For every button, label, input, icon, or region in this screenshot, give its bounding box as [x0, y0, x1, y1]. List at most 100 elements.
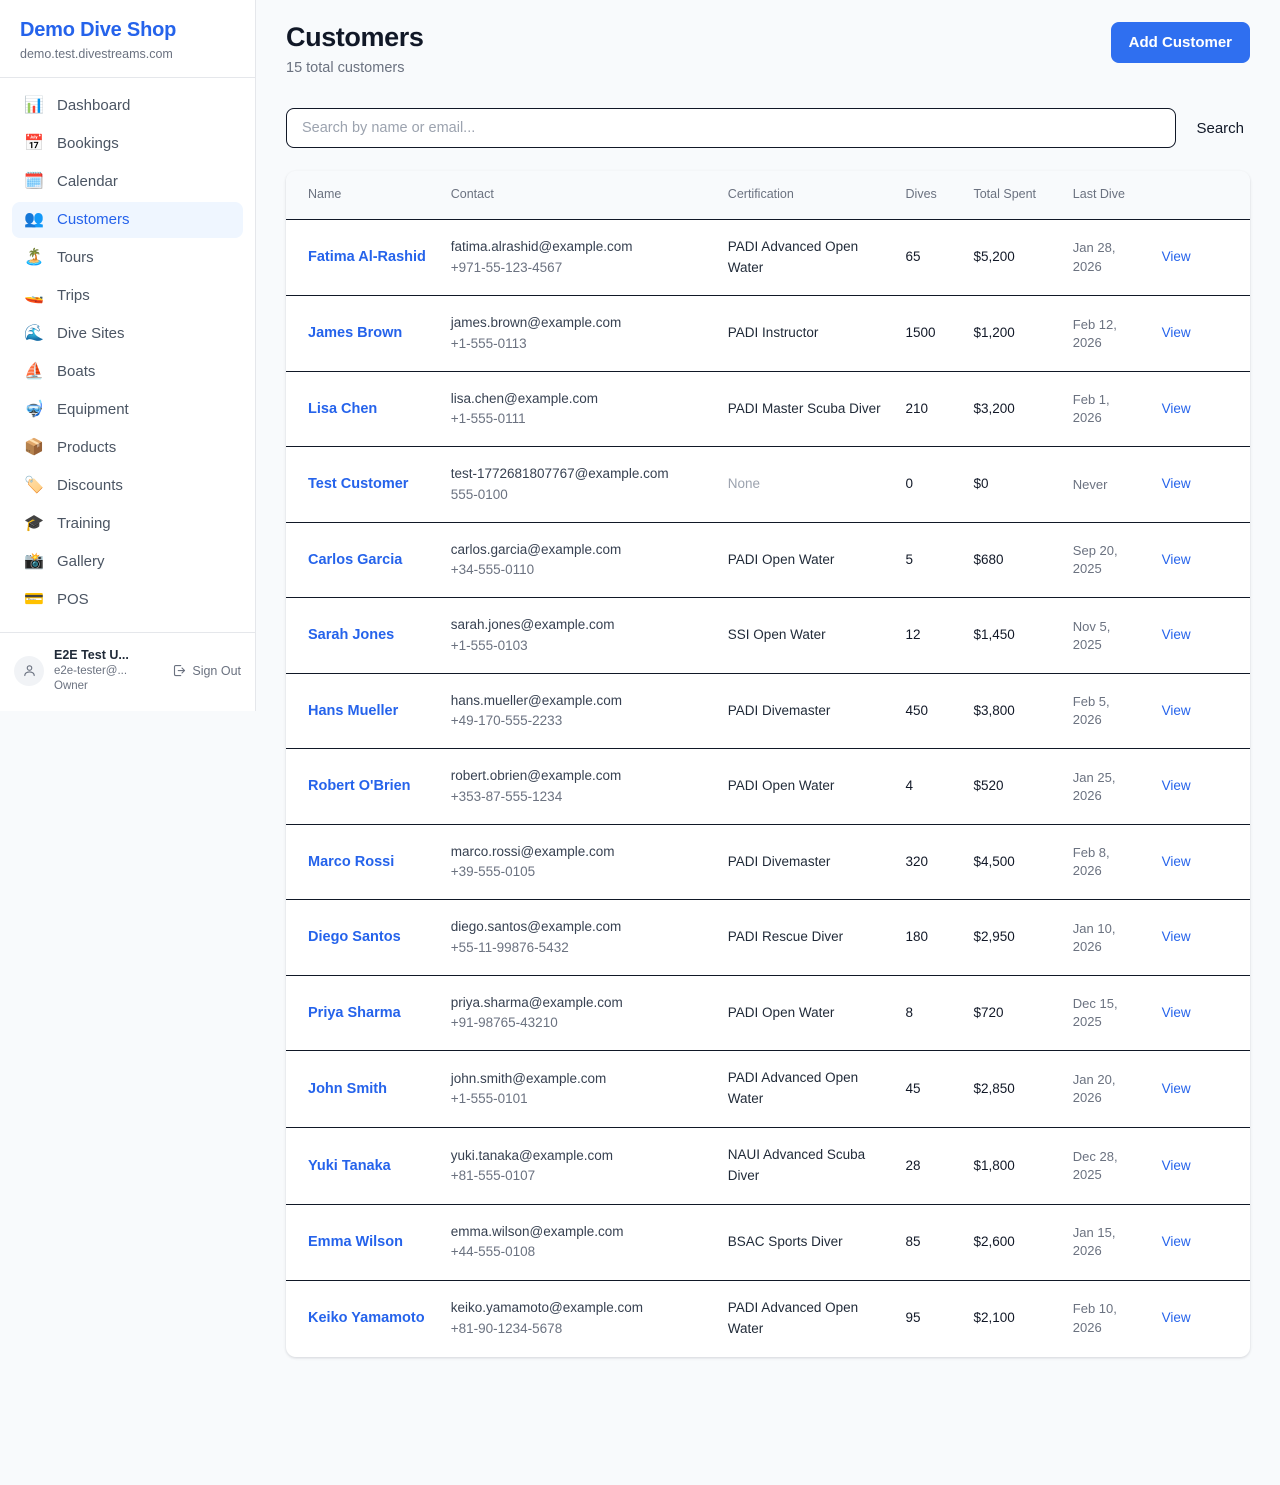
cell-dives: 1500 — [895, 295, 964, 372]
view-link[interactable]: View — [1161, 1157, 1191, 1173]
certification-value: PADI Advanced Open Water — [727, 238, 859, 275]
sidebar-item-pos[interactable]: 💳 POS — [12, 582, 243, 618]
column-header-total-spent: Total Spent — [963, 171, 1063, 220]
sidebar-item-customers[interactable]: 👥 Customers — [12, 202, 243, 238]
table-row: Priya Sharma priya.sharma@example.com +91-… — [286, 975, 1250, 1052]
customer-phone: +353-87-555-1234 — [450, 788, 563, 804]
sign-out-icon — [174, 665, 186, 677]
avatar — [14, 655, 44, 686]
customer-email: james.brown@example.com — [450, 315, 622, 331]
customer-name-link[interactable]: Lisa Chen — [308, 400, 378, 417]
credit-card-icon: 💳 — [24, 591, 44, 608]
table-row: Keiko Yamamoto keiko.yamamoto@example.com… — [286, 1280, 1250, 1356]
cell-total-spent: $3,800 — [963, 673, 1063, 750]
sidebar-item-gallery[interactable]: 📸 Gallery — [12, 544, 243, 580]
table-row: Hans Mueller hans.mueller@example.com +49-… — [286, 673, 1250, 750]
cell-actions: View — [1151, 371, 1250, 448]
customer-name-link[interactable]: Diego Santos — [308, 929, 401, 946]
graduation-cap-icon: 🎓 — [24, 515, 44, 532]
customer-phone: +81-90-1234-5678 — [450, 1320, 563, 1336]
island-icon: 🏝️ — [24, 249, 44, 266]
add-customer-button[interactable]: Add Customer — [1110, 22, 1250, 63]
sidebar-item-trips[interactable]: 🚤 Trips — [12, 278, 243, 314]
sidebar-item-label: Products — [57, 439, 117, 456]
view-link[interactable]: View — [1161, 1310, 1191, 1326]
cell-total-spent: $2,950 — [963, 899, 1063, 976]
cell-total-spent: $1,800 — [963, 1127, 1063, 1206]
customer-phone: +34-555-0110 — [450, 562, 535, 578]
sidebar-item-discounts[interactable]: 🏷️ Discounts — [12, 468, 243, 504]
customer-name-link[interactable]: James Brown — [308, 325, 403, 342]
view-link[interactable]: View — [1161, 627, 1191, 643]
customer-name-link[interactable]: Sarah Jones — [308, 627, 395, 644]
cell-contact: diego.santos@example.com +55-11-99876-543… — [440, 899, 718, 976]
view-link[interactable]: View — [1161, 1233, 1191, 1249]
customer-name-link[interactable]: Yuki Tanaka — [308, 1158, 391, 1174]
customer-name-link[interactable]: Emma Wilson — [308, 1234, 403, 1251]
sidebar-item-label: Training — [57, 515, 111, 532]
customer-name-link[interactable]: Keiko Yamamoto — [308, 1310, 425, 1327]
customer-email: marco.rossi@example.com — [450, 843, 615, 859]
sidebar-item-training[interactable]: 🎓 Training — [12, 506, 243, 542]
sidebar-item-boats[interactable]: ⛵ Boats — [12, 354, 243, 390]
sidebar-item-label: Dive Sites — [57, 325, 125, 342]
view-link[interactable]: View — [1161, 778, 1191, 794]
sidebar-item-dive-sites[interactable]: 🌊 Dive Sites — [12, 316, 243, 352]
customer-name-link[interactable]: Fatima Al-Rashid — [308, 249, 426, 266]
customer-name-link[interactable]: John Smith — [308, 1081, 387, 1098]
customer-email: yuki.tanaka@example.com — [450, 1147, 614, 1163]
cell-certification: PADI Divemaster — [717, 824, 896, 901]
view-link[interactable]: View — [1161, 325, 1191, 341]
table-row: James Brown james.brown@example.com +1-555… — [286, 295, 1250, 372]
view-link[interactable]: View — [1161, 702, 1191, 718]
certification-value: SSI Open Water — [727, 627, 826, 643]
view-link[interactable]: View — [1161, 400, 1191, 416]
cell-dives: 180 — [895, 899, 964, 976]
sidebar-item-tours[interactable]: 🏝️ Tours — [12, 240, 243, 276]
customer-name-link[interactable]: Carlos Garcia — [308, 551, 403, 568]
sidebar: Demo Dive Shop demo.test.divestreams.com… — [0, 0, 256, 711]
table-body: Fatima Al-Rashid fatima.alrashid@example.… — [286, 219, 1250, 1356]
view-link[interactable]: View — [1161, 1080, 1191, 1096]
cell-total-spent: $520 — [963, 748, 1063, 825]
customer-name-link[interactable]: Test Customer — [308, 476, 409, 493]
search-input[interactable] — [286, 108, 1177, 148]
sidebar-item-label: Trips — [57, 287, 90, 304]
view-link[interactable]: View — [1161, 1004, 1191, 1020]
cell-name: Hans Mueller — [286, 673, 441, 750]
customer-phone: +1-555-0113 — [450, 335, 527, 351]
cell-name: Emma Wilson — [286, 1204, 441, 1281]
diving-mask-icon: 🤿 — [24, 401, 44, 418]
view-link[interactable]: View — [1161, 476, 1191, 492]
sidebar-item-dashboard[interactable]: 📊 Dashboard — [12, 88, 243, 124]
customer-name-link[interactable]: Marco Rossi — [308, 853, 395, 870]
customer-name-link[interactable]: Priya Sharma — [308, 1004, 401, 1021]
calendar-icon: 📅 — [24, 135, 44, 152]
cell-certification: PADI Advanced Open Water — [717, 219, 896, 297]
customer-phone: +81-555-0107 — [450, 1168, 536, 1184]
cell-last-dive: Never — [1062, 446, 1152, 523]
cell-last-dive: Feb 5, 2026 — [1062, 673, 1152, 750]
spiral-calendar-icon: 🗓️ — [24, 173, 44, 190]
sidebar-item-products[interactable]: 📦 Products — [12, 430, 243, 466]
cell-total-spent: $1,450 — [963, 597, 1063, 674]
view-link[interactable]: View — [1161, 551, 1191, 567]
view-link[interactable]: View — [1161, 249, 1191, 265]
sidebar-item-calendar[interactable]: 🗓️ Calendar — [12, 164, 243, 200]
cell-certification: PADI Advanced Open Water — [717, 1050, 896, 1129]
cell-actions: View — [1151, 1204, 1250, 1281]
brand-domain: demo.test.divestreams.com — [20, 47, 173, 61]
certification-value: PADI Divemaster — [727, 702, 831, 718]
sign-out-button[interactable]: Sign Out — [172, 663, 241, 678]
view-link[interactable]: View — [1161, 853, 1191, 869]
customer-name-link[interactable]: Hans Mueller — [308, 702, 399, 719]
cell-name: James Brown — [286, 295, 441, 372]
cell-actions: View — [1151, 522, 1250, 599]
search-button[interactable]: Search — [1190, 112, 1250, 145]
view-link[interactable]: View — [1161, 929, 1191, 945]
sidebar-item-bookings[interactable]: 📅 Bookings — [12, 126, 243, 162]
camera-icon: 📸 — [24, 553, 44, 570]
sidebar-item-equipment[interactable]: 🤿 Equipment — [12, 392, 243, 428]
customer-name-link[interactable]: Robert O'Brien — [308, 778, 411, 795]
cell-dives: 28 — [895, 1127, 964, 1206]
